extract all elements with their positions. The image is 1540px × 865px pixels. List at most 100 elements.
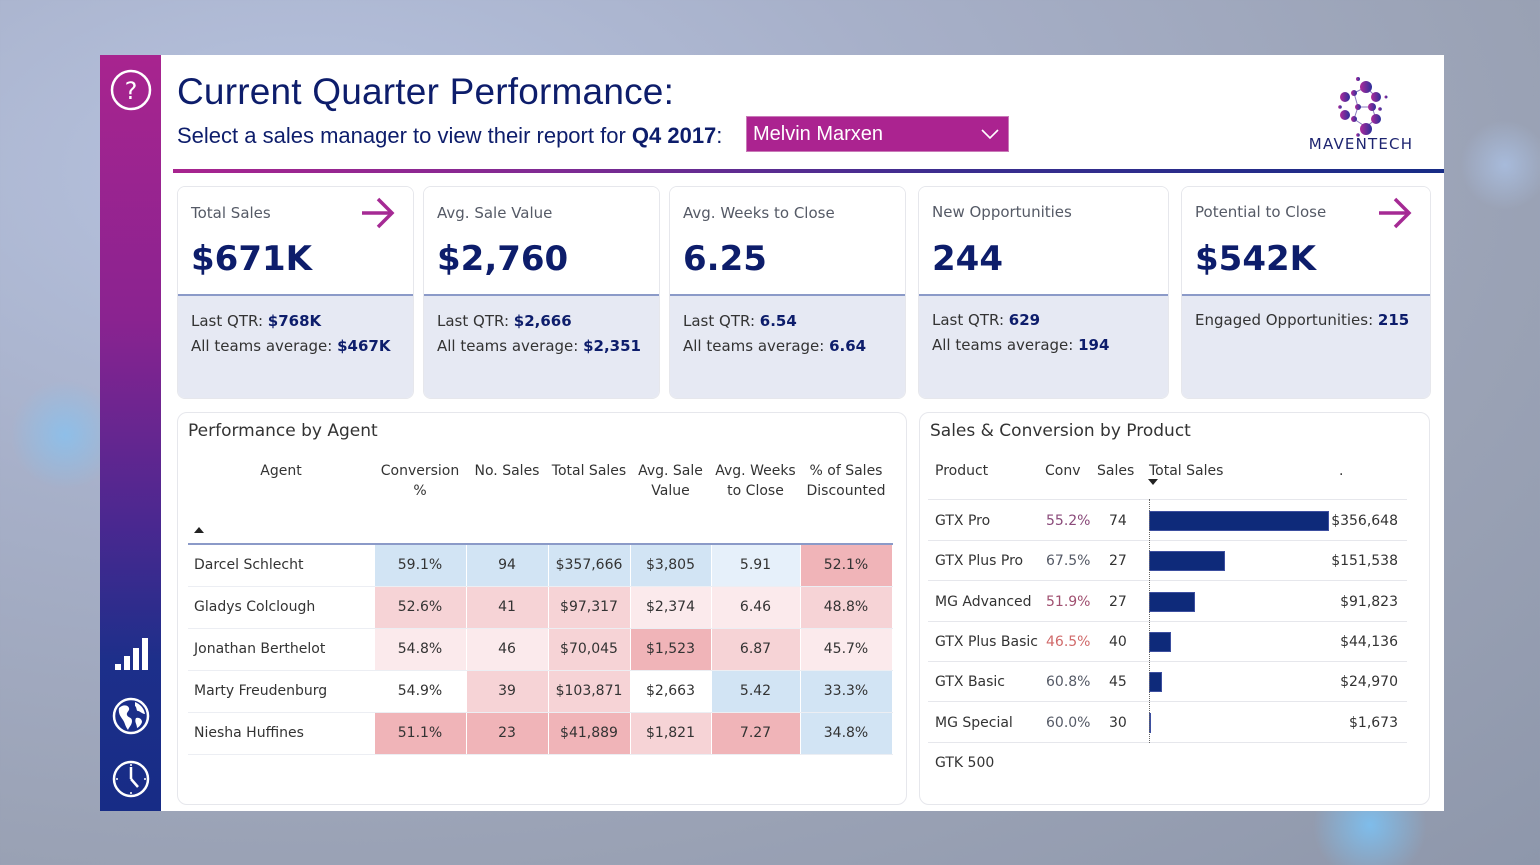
cell-product: GTK 500 (935, 754, 995, 771)
cell-sales: 45 (1109, 674, 1127, 691)
cell-sales: 40 (1109, 633, 1127, 650)
kpi-teams-average: All teams average: $467K (191, 337, 391, 355)
cell-product: GTX Pro (935, 513, 991, 529)
cell-pct-discounted: 48.8% (800, 586, 893, 629)
cell-avg-weeks: 5.91 (711, 544, 801, 587)
total-sales-bar[interactable] (1149, 672, 1162, 693)
cell-total-sales: $41,889 (548, 712, 631, 755)
kpi-last-qtr: Last QTR: 629 (932, 311, 1041, 329)
cell-agent: Darcel Schlecht (188, 544, 375, 587)
logo-text: MAVENTECH (1308, 135, 1414, 153)
kpi-last-qtr: Last QTR: 6.54 (683, 312, 797, 330)
cell-conv: 46.5% (1046, 633, 1091, 650)
subtitle-text: Select a sales manager to view their rep… (177, 123, 632, 148)
product-row[interactable]: GTX Basic 60.8% 45 $24,970 (928, 662, 1407, 703)
cell-pct-discounted: 52.1% (800, 544, 893, 587)
kpi-value: $671K (191, 239, 312, 279)
total-sales-bar[interactable] (1149, 511, 1329, 531)
cell-product: GTX Plus Pro (935, 553, 1024, 570)
column-header-avg-sale-value[interactable]: Avg. Sale Value (638, 463, 703, 499)
product-row[interactable]: MG Advanced 51.9% 27 $91,823 (928, 582, 1407, 622)
cell-no-sales: 23 (466, 712, 549, 755)
column-header-avg-weeks-to-close[interactable]: Avg. Weeks to Close (715, 463, 796, 499)
kpi-card-new-opportunities: New Opportunities 244 Last QTR: 629 All … (918, 186, 1169, 399)
cell-avg-weeks: 7.27 (711, 712, 801, 755)
cell-no-sales: 41 (466, 586, 549, 629)
help-icon: ? (110, 69, 152, 111)
bar-chart-icon (115, 638, 148, 670)
cell-conversion: 59.1% (374, 544, 467, 587)
cell-pct-discounted: 45.7% (800, 628, 893, 671)
product-row[interactable]: GTX Plus Pro 67.5% 27 $151,538 (928, 541, 1407, 582)
panel-title: Sales & Conversion by Product (930, 421, 1191, 441)
cell-sales: 27 (1109, 593, 1127, 610)
cell-agent: Gladys Colclough (188, 586, 375, 629)
kpi-last-qtr: Last QTR: $768K (191, 312, 322, 330)
cell-total-sales: $356,648 (1331, 513, 1398, 529)
cell-product: GTX Plus Basic (935, 633, 1038, 650)
product-row[interactable]: GTK 500 (928, 743, 1407, 783)
table-row[interactable]: Marty Freudenburg 54.9% 39 $103,871 $2,663 5.… (188, 670, 893, 713)
kpi-value: $542K (1195, 239, 1316, 279)
column-header-conv[interactable]: Conv (1045, 463, 1081, 479)
cell-total-sales: $357,666 (548, 544, 631, 587)
column-header-total-sales[interactable]: Total Sales (551, 463, 627, 479)
cell-avg-sale-value: $1,821 (630, 712, 712, 755)
sales-conversion-by-product-panel: Sales & Conversion by Product Product Co… (919, 412, 1430, 805)
sales-manager-dropdown[interactable]: Melvin Marxen (746, 116, 1009, 152)
cell-conversion: 54.9% (374, 670, 467, 713)
cell-sales: 27 (1109, 553, 1127, 570)
svg-text:?: ? (125, 77, 138, 105)
product-row[interactable]: GTX Pro 55.2% 74 $356,648 (928, 501, 1407, 541)
cell-total-sales: $151,538 (1331, 553, 1398, 570)
column-header-total-sales[interactable]: Total Sales (1149, 463, 1224, 479)
total-sales-bar[interactable] (1149, 631, 1172, 652)
column-header-conversion[interactable]: Conversion % (380, 463, 460, 499)
total-sales-bar[interactable] (1149, 591, 1196, 612)
help-button[interactable]: ? (110, 69, 152, 111)
performance-by-agent-panel: Performance by Agent Agent Conversion % … (177, 412, 907, 805)
bar-baseline (1149, 499, 1150, 743)
sort-ascending-icon (194, 527, 204, 533)
kpi-teams-average: All teams average: 6.64 (683, 337, 867, 355)
cell-pct-discounted: 33.3% (800, 670, 893, 713)
table-row[interactable]: Gladys Colclough 52.6% 41 $97,317 $2,374 6.46… (188, 586, 893, 629)
background-glow (1460, 120, 1540, 210)
product-row[interactable]: MG Special 60.0% 30 $1,673 (928, 703, 1407, 743)
globe-nav-button[interactable] (110, 695, 152, 737)
kpi-teams-average: All teams average: 194 (932, 336, 1110, 354)
column-header-product[interactable]: Product (935, 463, 989, 479)
column-header-value[interactable]: . (1339, 463, 1344, 479)
kpi-card-potential-to-close: Potential to Close $542K Engaged Opportu… (1181, 186, 1431, 399)
arrow-right-icon[interactable] (1377, 196, 1413, 230)
kpi-label: Avg. Weeks to Close (683, 204, 835, 222)
cell-conv: 67.5% (1046, 553, 1091, 570)
cell-avg-weeks: 5.42 (711, 670, 801, 713)
cell-total-sales: $44,136 (1340, 633, 1398, 650)
cell-conversion: 51.1% (374, 712, 467, 755)
page-subtitle: Select a sales manager to view their rep… (177, 123, 722, 149)
product-row[interactable]: GTX Plus Basic 46.5% 40 $44,136 (928, 622, 1407, 662)
column-header-pct-discounted[interactable]: % of Sales Discounted (806, 463, 886, 499)
column-header-sales[interactable]: Sales (1097, 463, 1135, 479)
table-row[interactable]: Darcel Schlecht 59.1% 94 $357,666 $3,805 5.91… (188, 544, 893, 587)
subtitle-period: Q4 2017 (631, 123, 717, 148)
kpi-card-avg-sale-value: Avg. Sale Value $2,760 Last QTR: $2,666 … (423, 186, 660, 399)
clock-nav-button[interactable] (110, 758, 152, 800)
cell-sales: 74 (1109, 513, 1127, 529)
chevron-down-icon (981, 129, 999, 140)
table-row[interactable]: Niesha Huffines 51.1% 23 $41,889 $1,821 7.27 3… (188, 712, 893, 755)
table-row[interactable]: Jonathan Berthelot 54.8% 46 $70,045 $1,523 6.… (188, 628, 893, 671)
panel-title: Performance by Agent (188, 421, 378, 441)
kpi-value: 6.25 (683, 239, 767, 279)
column-header-agent[interactable]: Agent (188, 457, 374, 544)
subtitle-colon: : (716, 123, 723, 148)
column-header-no-sales[interactable]: No. Sales (474, 463, 540, 479)
cell-conversion: 54.8% (374, 628, 467, 671)
bar-chart-nav-button[interactable] (110, 633, 152, 675)
kpi-value: 244 (932, 239, 1003, 279)
kpi-engaged-opportunities: Engaged Opportunities: 215 (1195, 311, 1410, 329)
total-sales-bar[interactable] (1149, 551, 1226, 572)
cell-total-sales: $97,317 (548, 586, 631, 629)
arrow-right-icon[interactable] (360, 196, 396, 230)
